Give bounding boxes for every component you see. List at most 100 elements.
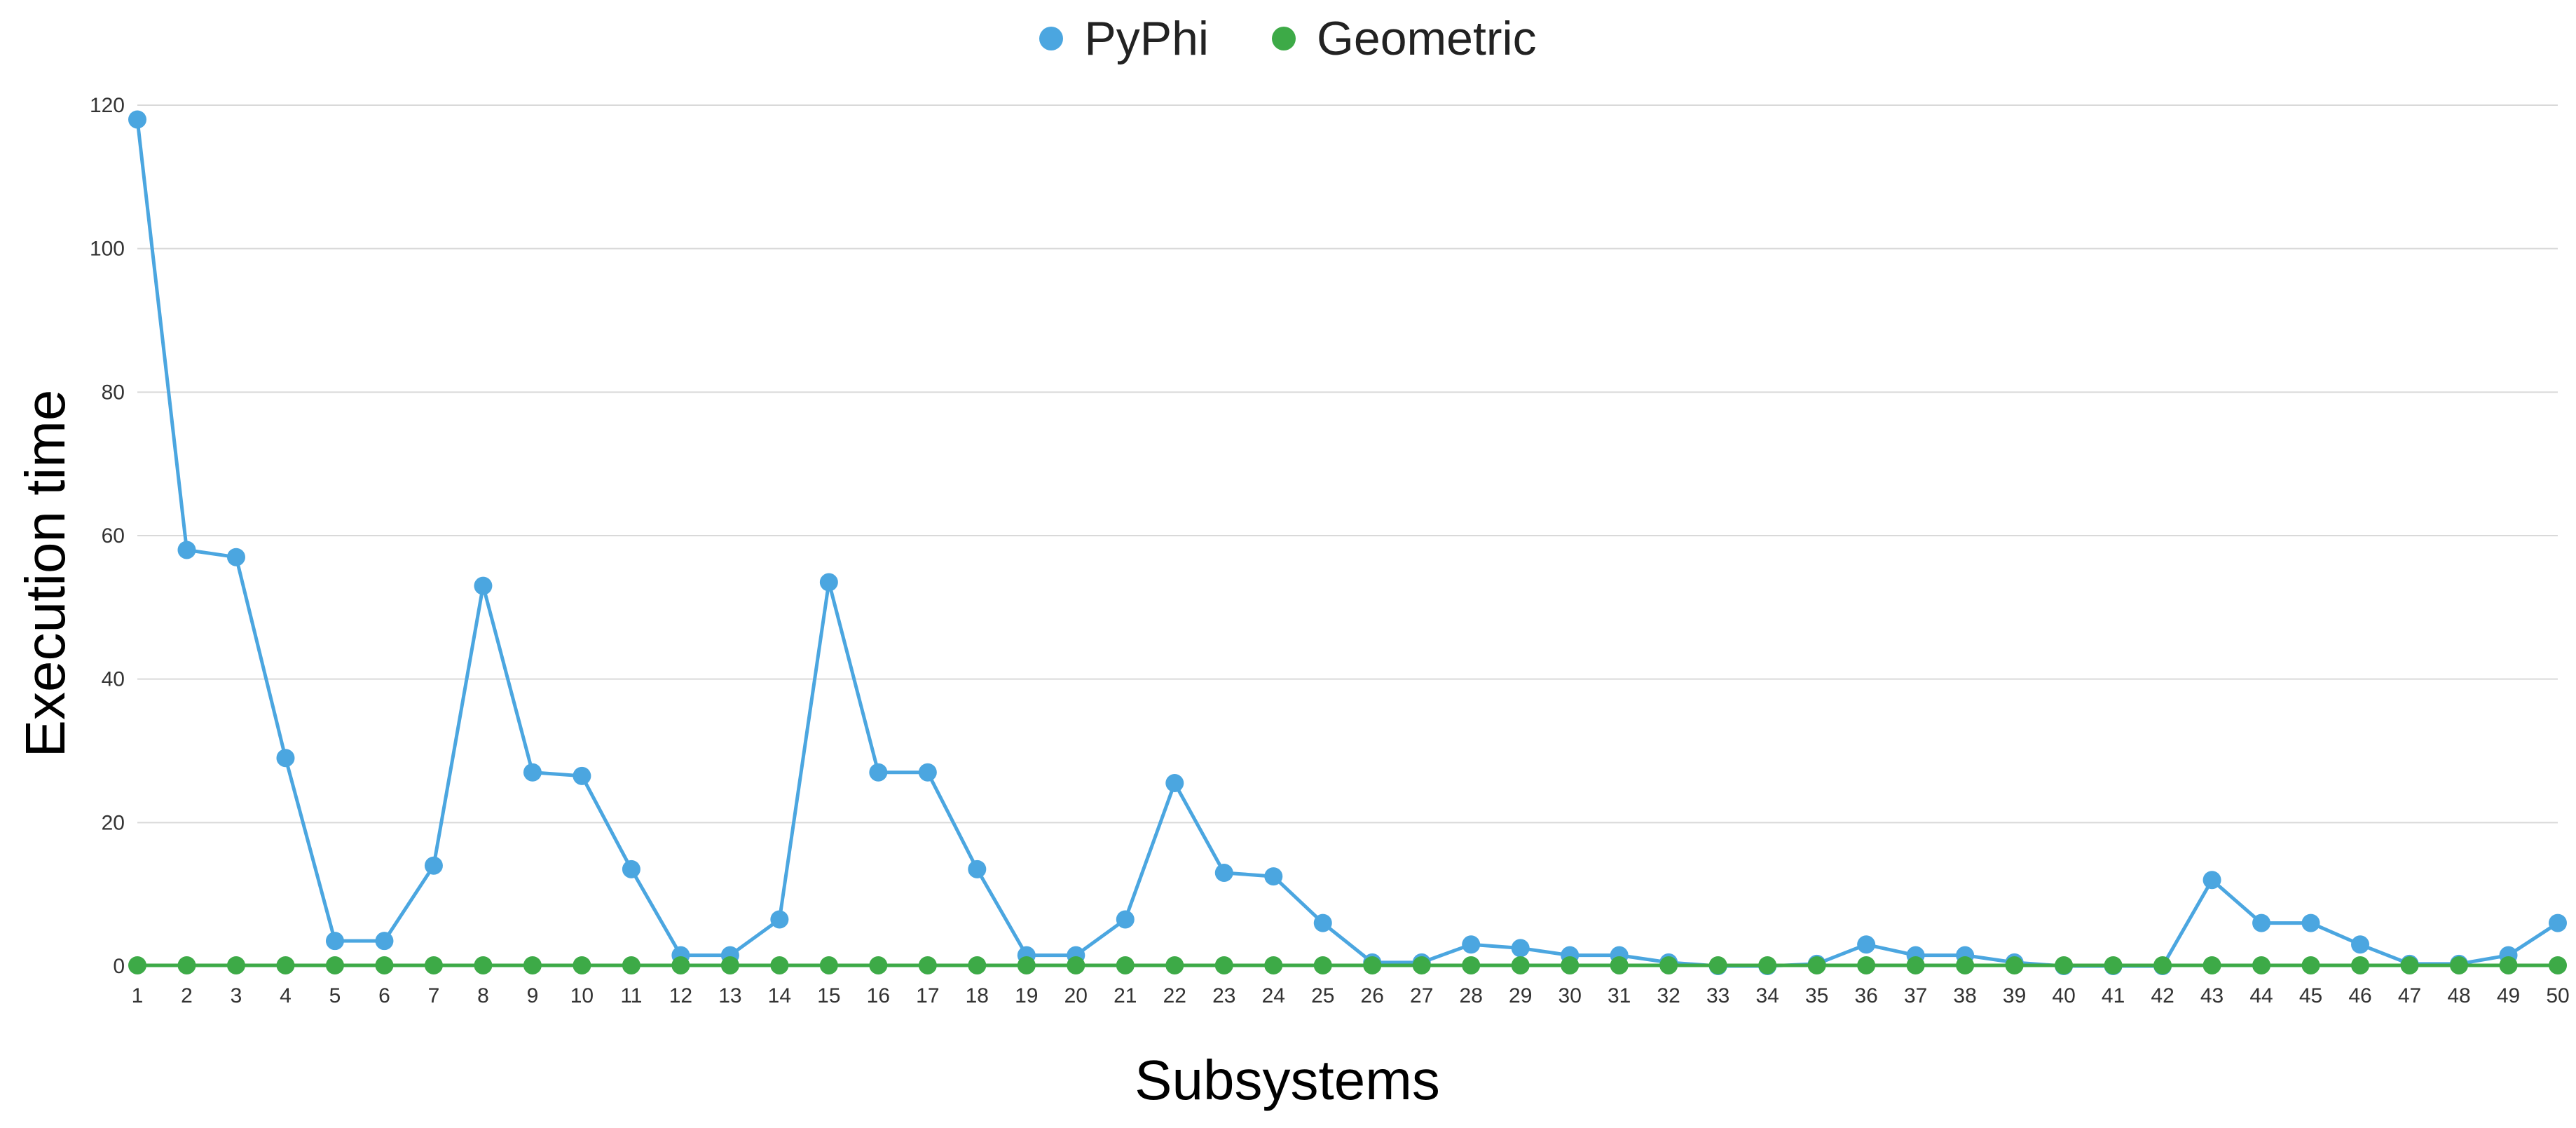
legend-item-pyphi: PyPhi: [1039, 11, 1209, 66]
x-tick-label: 47: [2398, 984, 2421, 1007]
series-layer: [128, 110, 2567, 975]
x-tick-label: 29: [1509, 984, 1532, 1007]
data-point-pyphi: [424, 856, 443, 875]
data-point-geometric: [1561, 956, 1580, 974]
x-tick-label: 20: [1064, 984, 1088, 1007]
data-point-geometric: [474, 956, 493, 974]
data-point-pyphi: [2549, 913, 2567, 932]
x-tick-label: 31: [1608, 984, 1631, 1007]
y-axis-label: Execution time: [14, 390, 76, 758]
data-point-pyphi: [819, 573, 838, 592]
data-point-geometric: [2055, 956, 2074, 974]
data-point-geometric: [1067, 956, 1085, 974]
data-point-geometric: [1313, 956, 1332, 974]
legend: PyPhi Geometric: [0, 7, 2576, 70]
data-point-pyphi: [2252, 913, 2271, 932]
x-tick-label: 38: [1953, 984, 1976, 1007]
x-tick-label: 28: [1460, 984, 1483, 1007]
data-point-pyphi: [2202, 871, 2221, 890]
data-point-geometric: [276, 956, 295, 974]
x-tick-label: 7: [428, 984, 440, 1007]
y-tick-label: 20: [102, 811, 125, 834]
data-point-geometric: [424, 956, 443, 974]
x-tick-label: 34: [1755, 984, 1779, 1007]
data-point-pyphi: [918, 763, 937, 782]
y-tick-label: 60: [102, 524, 125, 548]
data-point-pyphi: [226, 548, 245, 566]
data-point-geometric: [720, 956, 739, 974]
x-tick-label: 43: [2200, 984, 2224, 1007]
x-tick-label: 6: [378, 984, 390, 1007]
x-tick-label: 22: [1163, 984, 1186, 1007]
y-tick-label: 100: [90, 238, 125, 261]
data-point-geometric: [2252, 956, 2271, 974]
x-tick-label: 27: [1410, 984, 1433, 1007]
data-point-geometric: [2301, 956, 2320, 974]
series-line-pyphi: [135, 119, 2559, 968]
x-tick-label: 33: [1706, 984, 1729, 1007]
x-tick-label: 3: [231, 984, 242, 1007]
data-point-pyphi: [128, 110, 146, 129]
data-point-geometric: [1116, 956, 1135, 974]
data-point-geometric: [1214, 956, 1233, 974]
data-point-pyphi: [968, 859, 987, 878]
data-point-geometric: [770, 956, 789, 974]
data-point-pyphi: [1165, 774, 1184, 793]
x-tick-label: 50: [2546, 984, 2569, 1007]
data-point-geometric: [2499, 956, 2518, 974]
x-tick-label: 1: [132, 984, 144, 1007]
x-tick-label: 19: [1015, 984, 1038, 1007]
data-point-geometric: [1412, 956, 1431, 974]
x-tick-label: 24: [1262, 984, 1285, 1007]
data-point-pyphi: [1511, 939, 1530, 958]
data-point-geometric: [1708, 956, 1727, 974]
data-point-geometric: [375, 956, 394, 974]
data-point-geometric: [1610, 956, 1629, 974]
data-point-pyphi: [1264, 867, 1283, 886]
x-tick-label: 13: [718, 984, 741, 1007]
legend-label-geometric: Geometric: [1317, 12, 1537, 65]
x-tick-label: 30: [1558, 984, 1582, 1007]
data-point-pyphi: [474, 576, 493, 595]
data-point-geometric: [2005, 956, 2024, 974]
x-tick-label: 36: [1854, 984, 1877, 1007]
x-tick-label: 11: [620, 984, 642, 1007]
data-point-geometric: [1807, 956, 1826, 974]
x-tick-label: 45: [2299, 984, 2322, 1007]
data-point-geometric: [226, 956, 245, 974]
x-tick-label: 39: [2003, 984, 2026, 1007]
data-point-geometric: [1659, 956, 1678, 974]
data-point-geometric: [918, 956, 937, 974]
data-point-geometric: [523, 956, 542, 974]
data-point-geometric: [2104, 956, 2123, 974]
data-point-geometric: [2153, 956, 2172, 974]
x-tick-label: 12: [669, 984, 692, 1007]
data-point-geometric: [2549, 956, 2567, 974]
x-tick-label: 5: [329, 984, 341, 1007]
x-tick-label: 9: [527, 984, 539, 1007]
x-tick-label: 26: [1361, 984, 1384, 1007]
x-tick-label: 8: [477, 984, 489, 1007]
data-point-geometric: [573, 956, 591, 974]
data-point-pyphi: [573, 766, 591, 785]
data-point-geometric: [2400, 956, 2419, 974]
x-tick-label: 4: [280, 984, 292, 1007]
y-tick-label: 40: [102, 668, 125, 691]
x-tick-label: 40: [2052, 984, 2075, 1007]
series-geometric: [128, 956, 2567, 974]
x-tick-label: 16: [867, 984, 890, 1007]
x-tick-label: 15: [817, 984, 840, 1007]
x-tick-label: 35: [1805, 984, 1828, 1007]
data-point-geometric: [2351, 956, 2370, 974]
data-point-geometric: [968, 956, 987, 974]
data-point-pyphi: [622, 859, 640, 878]
series-pyphi: [128, 110, 2567, 975]
x-tick-label: 49: [2497, 984, 2520, 1007]
legend-label-pyphi: PyPhi: [1084, 12, 1209, 65]
data-point-geometric: [622, 956, 640, 974]
x-tick-label: 10: [570, 984, 594, 1007]
data-point-geometric: [1017, 956, 1036, 974]
data-point-geometric: [1956, 956, 1975, 974]
y-axis-ticks: 0 20 40 60 80 100 120: [90, 94, 125, 978]
